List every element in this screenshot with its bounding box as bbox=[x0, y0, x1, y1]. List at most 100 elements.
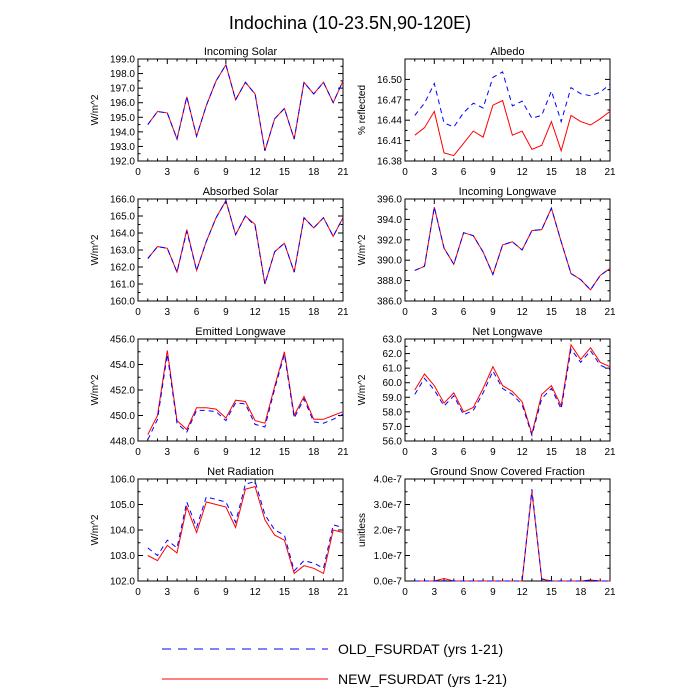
y-tick-label-emitted-longwave: 456.0 bbox=[110, 335, 135, 346]
y-tick-label-incoming-solar: 197.0 bbox=[110, 84, 135, 95]
series-new-line-net-radiation bbox=[147, 485, 344, 575]
y-tick-label-albedo: 16.50 bbox=[377, 75, 402, 86]
y-tick-label-net-longwave: 59.0 bbox=[383, 393, 403, 404]
y-tick-label-albedo: 16.47 bbox=[377, 95, 402, 106]
y-tick-label-albedo: 16.38 bbox=[377, 157, 402, 168]
x-tick-label-net-longwave: 21 bbox=[604, 447, 616, 458]
x-tick-label-albedo: 3 bbox=[432, 167, 438, 178]
y-tick-label-incoming-longwave: 386.0 bbox=[377, 297, 402, 308]
series-old-line-incoming-solar bbox=[147, 63, 344, 151]
x-tick-label-absorbed-solar: 21 bbox=[337, 307, 349, 318]
x-tick-label-emitted-longwave: 9 bbox=[223, 447, 229, 458]
x-tick-label-net-longwave: 3 bbox=[432, 447, 438, 458]
panel-title-absorbed-solar: Absorbed Solar bbox=[203, 186, 279, 198]
x-tick-label-emitted-longwave: 6 bbox=[194, 447, 200, 458]
plot-frame-absorbed-solar bbox=[137, 198, 344, 302]
x-tick-label-ground-snow-covered-fraction: 3 bbox=[432, 587, 438, 598]
x-tick-label-absorbed-solar: 3 bbox=[165, 307, 171, 318]
y-tick-label-albedo: 16.41 bbox=[377, 136, 402, 147]
x-tick-label-incoming-longwave: 3 bbox=[432, 307, 438, 318]
x-tick-label-incoming-solar: 3 bbox=[165, 167, 171, 178]
x-tick-label-ground-snow-covered-fraction: 9 bbox=[490, 587, 496, 598]
x-tick-label-net-longwave: 9 bbox=[490, 447, 496, 458]
x-tick-label-incoming-solar: 0 bbox=[135, 167, 141, 178]
series-old-line-emitted-longwave bbox=[147, 354, 344, 440]
series-old-line-incoming-longwave bbox=[414, 206, 611, 291]
x-tick-label-ground-snow-covered-fraction: 18 bbox=[575, 587, 587, 598]
x-tick-label-net-radiation: 12 bbox=[250, 587, 262, 598]
legend-entry-old: OLD_FSURDAT (yrs 1-21) bbox=[162, 641, 503, 657]
x-tick-label-absorbed-solar: 0 bbox=[135, 307, 141, 318]
series-old-line-net-radiation bbox=[147, 480, 344, 572]
y-tick-label-net-longwave: 60.0 bbox=[383, 378, 403, 389]
plot-frame-incoming-solar bbox=[137, 58, 344, 162]
y-axis-label-incoming-solar: W/m^2 bbox=[90, 94, 101, 125]
y-axis-label-incoming-longwave: W/m^2 bbox=[357, 234, 368, 265]
series-new-line-absorbed-solar bbox=[147, 199, 344, 285]
x-tick-label-incoming-longwave: 0 bbox=[402, 307, 408, 318]
y-tick-label-emitted-longwave: 452.0 bbox=[110, 386, 135, 397]
panel-ground-snow-covered-fraction: Ground Snow Covered Fraction unitless 0 3 6 9… bbox=[357, 466, 616, 598]
y-tick-label-emitted-longwave: 450.0 bbox=[110, 411, 135, 422]
y-tick-label-ground-snow-covered-fraction: 0.0e-7 bbox=[374, 577, 403, 588]
y-axis-label-absorbed-solar: W/m^2 bbox=[90, 234, 101, 265]
y-tick-label-incoming-solar: 194.0 bbox=[110, 127, 135, 138]
y-tick-label-net-longwave: 61.0 bbox=[383, 364, 403, 375]
y-tick-label-ground-snow-covered-fraction: 3.0e-7 bbox=[374, 500, 403, 511]
y-tick-label-incoming-solar: 196.0 bbox=[110, 98, 135, 109]
panel-incoming-solar: Incoming Solar W/m^2 0 3 6 9 12 15 18 21 192.0 193.… bbox=[90, 46, 349, 178]
series-new-line-albedo bbox=[414, 99, 611, 157]
y-tick-label-incoming-longwave: 394.0 bbox=[377, 215, 402, 226]
y-tick-label-incoming-longwave: 392.0 bbox=[377, 235, 402, 246]
x-tick-label-net-longwave: 12 bbox=[517, 447, 529, 458]
y-tick-label-net-radiation: 106.0 bbox=[110, 475, 135, 486]
x-tick-label-incoming-longwave: 18 bbox=[575, 307, 587, 318]
x-tick-label-incoming-solar: 6 bbox=[194, 167, 200, 178]
y-tick-label-net-longwave: 62.0 bbox=[383, 349, 403, 360]
x-tick-label-emitted-longwave: 12 bbox=[250, 447, 262, 458]
y-tick-label-emitted-longwave: 454.0 bbox=[110, 360, 135, 371]
y-tick-label-absorbed-solar: 165.0 bbox=[110, 212, 135, 223]
panel-title-albedo: Albedo bbox=[490, 46, 524, 58]
x-tick-label-albedo: 12 bbox=[517, 167, 529, 178]
panel-title-ground-snow-covered-fraction: Ground Snow Covered Fraction bbox=[430, 466, 585, 478]
plot-frame-albedo bbox=[404, 58, 611, 162]
panel-title-incoming-solar: Incoming Solar bbox=[204, 46, 278, 58]
x-tick-label-net-radiation: 18 bbox=[308, 587, 320, 598]
x-tick-label-net-radiation: 0 bbox=[135, 587, 141, 598]
plot-frame-emitted-longwave bbox=[137, 338, 344, 442]
y-tick-label-incoming-longwave: 390.0 bbox=[377, 256, 402, 267]
x-tick-label-absorbed-solar: 12 bbox=[250, 307, 262, 318]
x-tick-label-incoming-longwave: 15 bbox=[546, 307, 558, 318]
x-tick-label-net-longwave: 6 bbox=[461, 447, 467, 458]
y-tick-label-absorbed-solar: 166.0 bbox=[110, 195, 135, 206]
y-tick-label-incoming-solar: 198.0 bbox=[110, 69, 135, 80]
plot-frame-ground-snow-covered-fraction bbox=[404, 478, 611, 582]
y-tick-label-net-radiation: 102.0 bbox=[110, 577, 135, 588]
y-tick-label-incoming-solar: 192.0 bbox=[110, 157, 135, 168]
panel-title-incoming-longwave: Incoming Longwave bbox=[459, 186, 557, 198]
x-tick-label-incoming-solar: 9 bbox=[223, 167, 229, 178]
y-axis-label-albedo: % reflected bbox=[357, 85, 368, 135]
y-tick-label-absorbed-solar: 163.0 bbox=[110, 246, 135, 257]
x-tick-label-ground-snow-covered-fraction: 0 bbox=[402, 587, 408, 598]
panel-title-emitted-longwave: Emitted Longwave bbox=[195, 326, 286, 338]
legend: OLD_FSURDAT (yrs 1-21) NEW_FSURDAT (yrs … bbox=[162, 641, 507, 687]
figure-title: Indochina (10-23.5N,90-120E) bbox=[229, 13, 471, 33]
x-tick-label-incoming-solar: 21 bbox=[337, 167, 349, 178]
x-tick-label-incoming-longwave: 6 bbox=[461, 307, 467, 318]
x-tick-label-albedo: 6 bbox=[461, 167, 467, 178]
x-tick-label-emitted-longwave: 0 bbox=[135, 447, 141, 458]
x-tick-label-albedo: 0 bbox=[402, 167, 408, 178]
y-tick-label-net-radiation: 104.0 bbox=[110, 526, 135, 537]
y-tick-label-incoming-longwave: 396.0 bbox=[377, 195, 402, 206]
y-tick-label-incoming-solar: 199.0 bbox=[110, 55, 135, 66]
y-tick-label-net-longwave: 57.0 bbox=[383, 422, 403, 433]
y-tick-label-net-longwave: 58.0 bbox=[383, 407, 403, 418]
legend-entry-new: NEW_FSURDAT (yrs 1-21) bbox=[162, 671, 507, 687]
panel-net-longwave: Net Longwave W/m^2 0 3 6 9 12 15 18 21 56.0 57.0 58.… bbox=[357, 326, 616, 458]
series-old-line-albedo bbox=[414, 71, 611, 128]
panel-net-radiation: Net Radiation W/m^2 0 3 6 9 12 15 18 21 102.0 103.0… bbox=[90, 466, 349, 598]
series-new-line-emitted-longwave bbox=[147, 350, 344, 435]
